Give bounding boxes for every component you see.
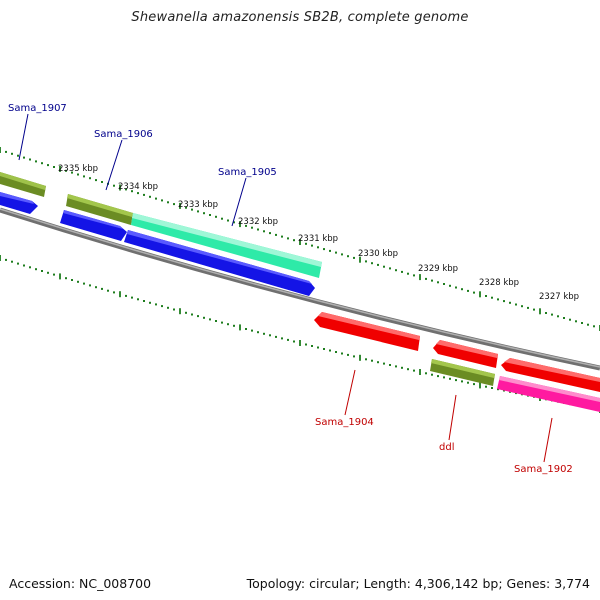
scale-label-2334: 2334 kbp <box>118 182 158 192</box>
gene-label-sama-1902[interactable]: Sama_1902 <box>514 464 573 475</box>
gene-label-ddl[interactable]: ddl <box>439 442 454 453</box>
gene-label-sama-1905[interactable]: Sama_1905 <box>218 167 277 178</box>
gene-sama-1906-blue[interactable] <box>60 210 127 241</box>
scale-label-2329: 2329 kbp <box>418 264 458 274</box>
gene-label-sama-1904[interactable]: Sama_1904 <box>315 417 374 428</box>
gene-labels: Sama_1907 Sama_1906 Sama_1905 Sama_1904 … <box>8 103 573 475</box>
scale-labels: 2335 kbp 2334 kbp 2333 kbp 2332 kbp 2331… <box>58 164 579 302</box>
gene-sama-1907-olive[interactable] <box>0 172 46 197</box>
scale-label-2332: 2332 kbp <box>238 217 278 227</box>
gene-sama-1905-blue[interactable] <box>124 230 315 296</box>
scale-label-2331: 2331 kbp <box>298 234 338 244</box>
map-title: Shewanella amazonensis SB2B, complete ge… <box>131 10 469 25</box>
gene-ddl-olive[interactable] <box>430 359 495 386</box>
scale-label-2335: 2335 kbp <box>58 164 98 174</box>
gene-sama-1905-aqua[interactable] <box>131 213 322 278</box>
gene-ddl-red[interactable] <box>433 340 498 368</box>
scale-label-2327: 2327 kbp <box>539 292 579 302</box>
gene-label-sama-1907[interactable]: Sama_1907 <box>8 103 67 114</box>
genome-backbone <box>0 207 600 371</box>
gene-sama-1907-blue[interactable] <box>0 192 38 214</box>
scale-label-2328: 2328 kbp <box>479 278 519 288</box>
label-leaders <box>18 113 553 463</box>
scale-label-2333: 2333 kbp <box>178 200 218 210</box>
gene-sama-1904-red[interactable] <box>314 312 420 351</box>
gene-label-sama-1906[interactable]: Sama_1906 <box>94 129 153 140</box>
gene-sama-1902-pink[interactable] <box>497 376 600 412</box>
gene-sama-1906-olive[interactable] <box>66 194 133 225</box>
gene-sama-1903-red[interactable] <box>501 358 600 392</box>
scale-label-2330: 2330 kbp <box>358 249 398 259</box>
accession-text: Accession: NC_008700 <box>9 576 152 591</box>
genome-info-text: Topology: circular; Length: 4,306,142 bp… <box>246 576 590 591</box>
